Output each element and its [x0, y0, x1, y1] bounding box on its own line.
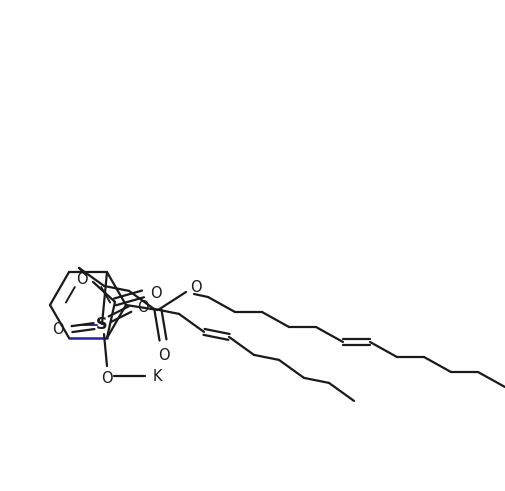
Text: O: O [189, 279, 201, 295]
Text: K: K [153, 369, 162, 383]
Text: O: O [76, 273, 88, 287]
Text: O: O [149, 286, 161, 301]
Text: O: O [53, 322, 64, 337]
Text: O: O [158, 348, 170, 363]
Text: O: O [101, 371, 113, 386]
Text: S: S [96, 317, 108, 331]
Text: O: O [137, 300, 148, 315]
